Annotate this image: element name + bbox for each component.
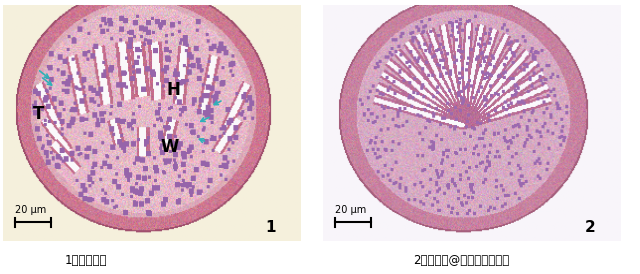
Text: W: W [161, 138, 179, 156]
Text: T: T [33, 105, 44, 122]
Text: H: H [167, 81, 180, 99]
Text: 2：试验组@中国水产养殖网: 2：试验组@中国水产养殖网 [413, 254, 509, 267]
Text: 1: 1 [265, 220, 276, 235]
Text: 2: 2 [585, 220, 596, 235]
Text: 20 μm: 20 μm [15, 205, 46, 215]
Text: 1：对照组；: 1：对照组； [65, 254, 108, 267]
Text: 20 μm: 20 μm [335, 205, 366, 215]
